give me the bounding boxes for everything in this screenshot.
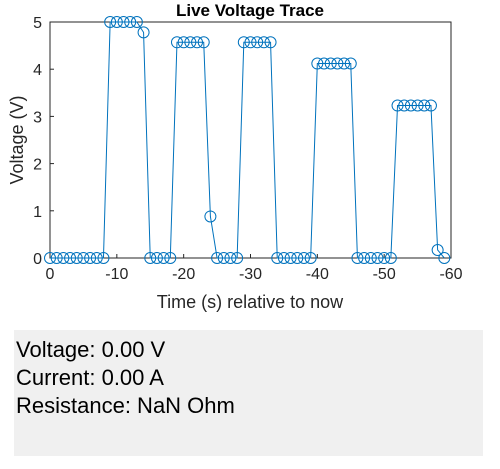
- voltage-chart: Live Voltage Trace Voltage (V) Time (s) …: [7, 1, 463, 312]
- data-point: [404, 99, 417, 112]
- data-point: [70, 252, 83, 264]
- data-point: [344, 57, 357, 70]
- data-point: [284, 252, 297, 264]
- data-point: [291, 252, 304, 264]
- data-point: [224, 252, 237, 264]
- data-point: [271, 252, 284, 264]
- data-point: [257, 36, 270, 49]
- data-point: [164, 252, 177, 264]
- x-tick-label: -40: [306, 266, 329, 283]
- data-point: [77, 252, 90, 264]
- data-point: [177, 36, 190, 49]
- data-point: [231, 252, 244, 264]
- data-point: [371, 252, 384, 264]
- data-point: [191, 36, 204, 49]
- data-point: [304, 252, 317, 264]
- y-tick-label: 3: [33, 109, 42, 126]
- data-point: [338, 57, 351, 70]
- data-point: [358, 252, 371, 264]
- axis-ticks: 0 -10 -20 -30 -40 -50 -60 0 1 2 3 4 5: [33, 15, 463, 283]
- data-point: [117, 16, 130, 28]
- x-tick-label: -50: [373, 266, 396, 283]
- data-point: [264, 36, 277, 49]
- x-tick-label: -30: [239, 266, 262, 283]
- data-point: [311, 57, 324, 70]
- data-point: [130, 16, 143, 28]
- y-axis-label: Voltage (V): [7, 95, 27, 184]
- data-point: [204, 210, 217, 223]
- y-tick-label: 4: [33, 62, 42, 79]
- x-tick-label: -20: [172, 266, 195, 283]
- data-point: [398, 99, 411, 112]
- data-point: [237, 36, 250, 49]
- x-tick-label: -10: [105, 266, 128, 283]
- data-point: [277, 252, 290, 264]
- data-point: [57, 252, 70, 264]
- data-point: [104, 16, 117, 28]
- readout-panel: Voltage: 0.00 V Current: 0.00 A Resistan…: [14, 330, 483, 456]
- data-point: [384, 252, 397, 264]
- data-point: [411, 99, 424, 112]
- data-point: [150, 252, 163, 264]
- series-markers: [44, 16, 451, 264]
- data-point: [217, 252, 230, 264]
- data-point: [297, 252, 310, 264]
- data-point: [351, 252, 364, 264]
- y-tick-label: 1: [33, 204, 42, 221]
- data-point: [157, 252, 170, 264]
- y-tick-label: 2: [33, 157, 42, 174]
- data-point: [244, 36, 257, 49]
- resistance-readout: Resistance: NaN Ohm: [16, 393, 235, 418]
- data-point: [211, 252, 224, 264]
- data-point: [124, 16, 137, 28]
- data-point: [431, 243, 444, 256]
- series-line: [50, 21, 445, 259]
- data-point: [144, 252, 157, 264]
- data-point: [251, 36, 264, 49]
- x-tick-label: -60: [439, 266, 462, 283]
- data-point: [318, 57, 331, 70]
- data-point: [90, 252, 103, 264]
- data-point: [110, 16, 123, 28]
- data-point: [378, 252, 391, 264]
- data-point: [50, 252, 63, 264]
- data-point: [197, 36, 210, 49]
- data-point: [84, 252, 97, 264]
- data-point: [424, 99, 437, 112]
- data-point: [184, 36, 197, 49]
- y-tick-label: 5: [33, 15, 42, 32]
- current-readout: Current: 0.00 A: [16, 365, 164, 390]
- data-point: [137, 26, 150, 39]
- x-axis-label: Time (s) relative to now: [157, 292, 344, 312]
- data-point: [64, 252, 77, 264]
- data-point: [44, 252, 56, 264]
- voltage-readout: Voltage: 0.00 V: [16, 337, 166, 362]
- plot-area: [49, 21, 452, 259]
- data-point: [97, 252, 110, 264]
- chart-title: Live Voltage Trace: [176, 1, 324, 20]
- data-point: [418, 99, 431, 112]
- x-tick-label: 0: [46, 266, 55, 283]
- data-point: [324, 57, 337, 70]
- data-point: [331, 57, 344, 70]
- y-tick-label: 0: [33, 251, 42, 268]
- data-point: [364, 252, 377, 264]
- data-point: [170, 36, 183, 49]
- data-point: [438, 252, 451, 264]
- data-point: [391, 99, 404, 112]
